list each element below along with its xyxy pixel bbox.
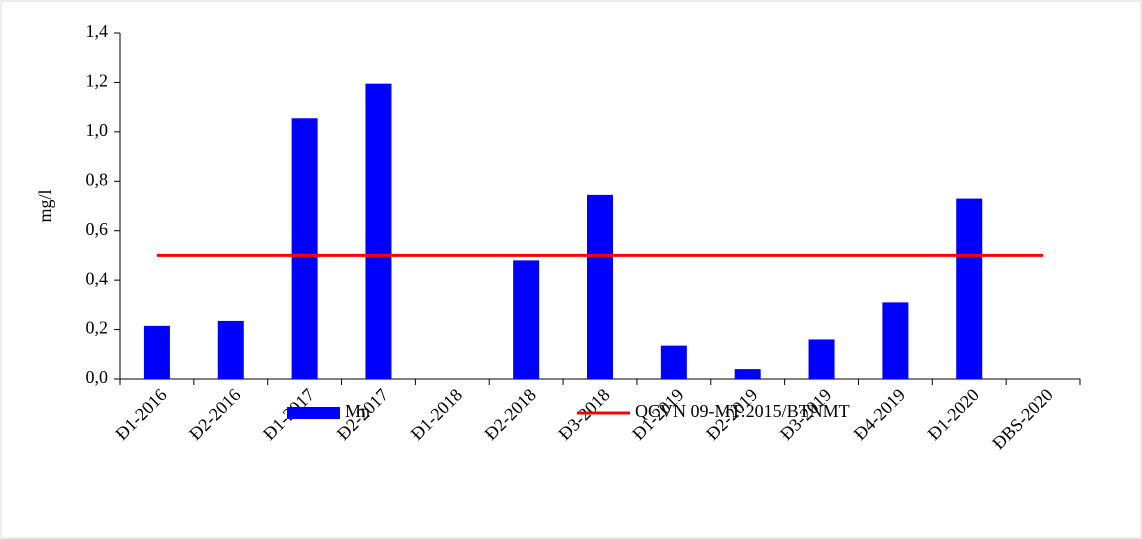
y-tick-label: 0,6 [86,219,109,239]
y-tick-label: 1,4 [86,21,109,41]
y-axis-label: mg/l [35,189,55,222]
bar [734,369,761,379]
legend-label: QCVN 09-MT:2015/BTNMT [635,401,850,421]
bar [513,260,540,379]
bar [365,83,392,380]
y-tick-label: 0,4 [86,268,109,288]
y-tick-label: 0,2 [86,318,109,338]
bar [882,302,909,379]
y-tick-label: 1,0 [86,120,109,140]
y-tick-label: 0,8 [86,169,109,189]
bar [587,194,613,379]
bar [143,325,170,379]
y-tick-label: 1,2 [86,71,109,91]
bar [291,118,318,379]
y-tick-label: 0,0 [86,367,109,387]
legend-label: Mn [345,401,370,421]
bar [956,198,983,379]
bar [808,339,835,379]
bar [660,345,687,379]
legend-swatch [287,407,340,419]
bar [217,320,244,379]
